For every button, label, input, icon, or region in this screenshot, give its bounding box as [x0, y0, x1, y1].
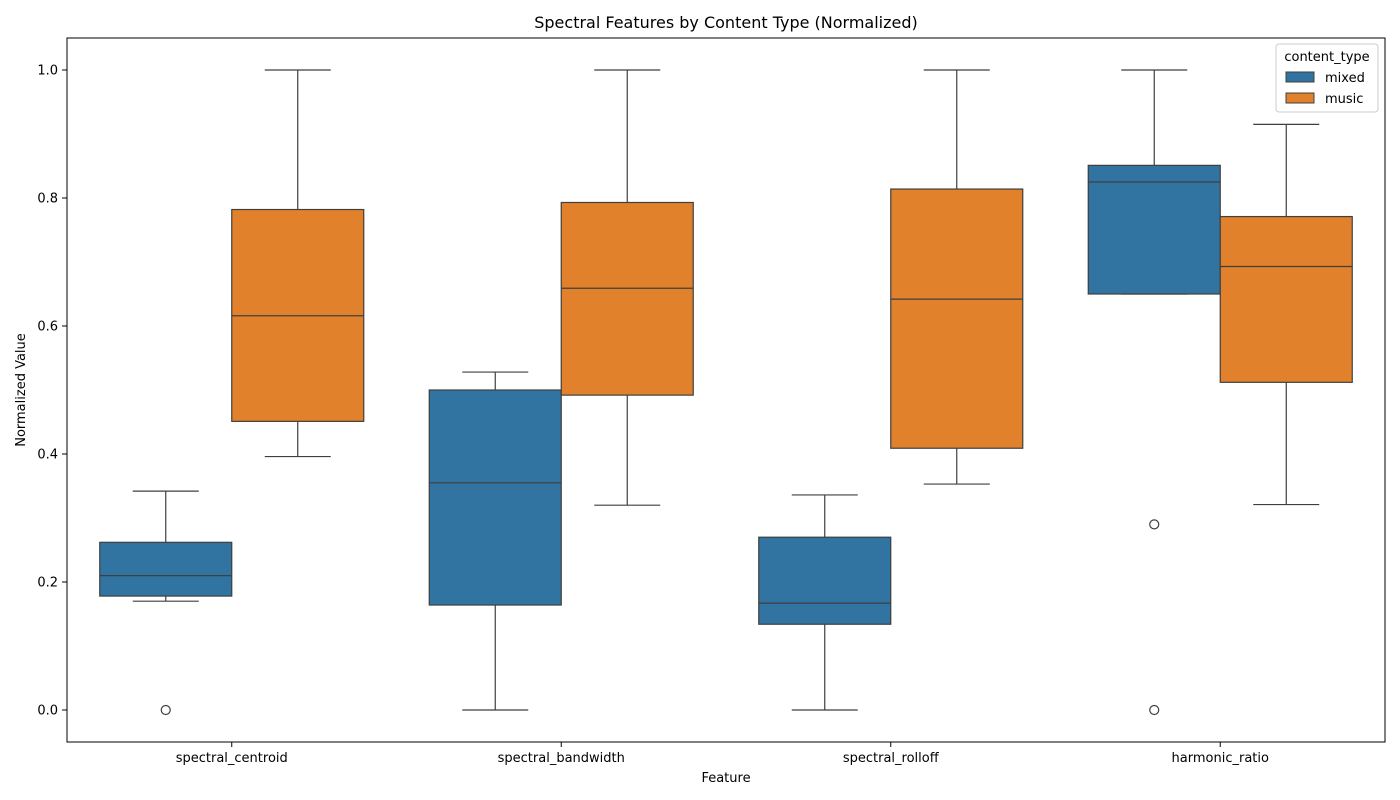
plot-frame — [66, 37, 1386, 743]
box-mixed-spectral_rolloff — [758, 494, 892, 711]
y-tick-label: 0.4 — [37, 448, 58, 463]
box-mixed-harmonic_ratio — [1087, 69, 1221, 716]
outlier-point — [160, 704, 171, 716]
x-tick-label: spectral_bandwidth — [498, 751, 625, 766]
box-mixed-spectral_bandwidth — [428, 371, 562, 711]
x-tick-label: spectral_rolloff — [843, 751, 940, 766]
box-music-spectral_centroid — [231, 69, 365, 458]
legend-label: mixed — [1325, 71, 1365, 86]
box-music-spectral_bandwidth — [560, 69, 694, 506]
iqr-box — [560, 201, 694, 396]
legend-title: content_type — [1284, 50, 1369, 65]
iqr-box — [1219, 215, 1353, 383]
legend-swatch — [1285, 71, 1315, 83]
x-axis-label: Feature — [701, 771, 750, 786]
legend-swatch — [1285, 92, 1315, 104]
outlier-point — [1149, 519, 1160, 530]
box-music-spectral_rolloff — [890, 69, 1024, 485]
iqr-box — [758, 536, 892, 625]
box-mixed-spectral_centroid — [99, 490, 233, 716]
x-axis: spectral_centroid spectral_bandwidth spect… — [176, 742, 1269, 766]
y-tick-label: 0.2 — [37, 576, 58, 591]
plot-area — [99, 69, 1353, 716]
y-tick-label: 0.0 — [37, 704, 58, 719]
iqr-box — [890, 188, 1024, 449]
y-tick-label: 1.0 — [37, 64, 58, 79]
iqr-box — [428, 389, 562, 606]
chart-title: Spectral Features by Content Type (Norma… — [534, 13, 918, 32]
iqr-box — [1087, 164, 1221, 295]
x-tick-label: harmonic_ratio — [1172, 751, 1269, 766]
box-music-harmonic_ratio — [1219, 123, 1353, 506]
y-axis: 0.0 0.2 0.4 0.6 0.8 1.0 — [37, 64, 67, 719]
outlier-point — [1149, 704, 1160, 716]
y-axis-label: Normalized Value — [14, 333, 29, 447]
y-tick-label: 0.8 — [37, 192, 58, 207]
x-tick-label: spectral_centroid — [176, 751, 288, 766]
y-tick-label: 0.6 — [37, 320, 58, 335]
legend-label: music — [1325, 92, 1363, 107]
iqr-box — [99, 541, 233, 597]
